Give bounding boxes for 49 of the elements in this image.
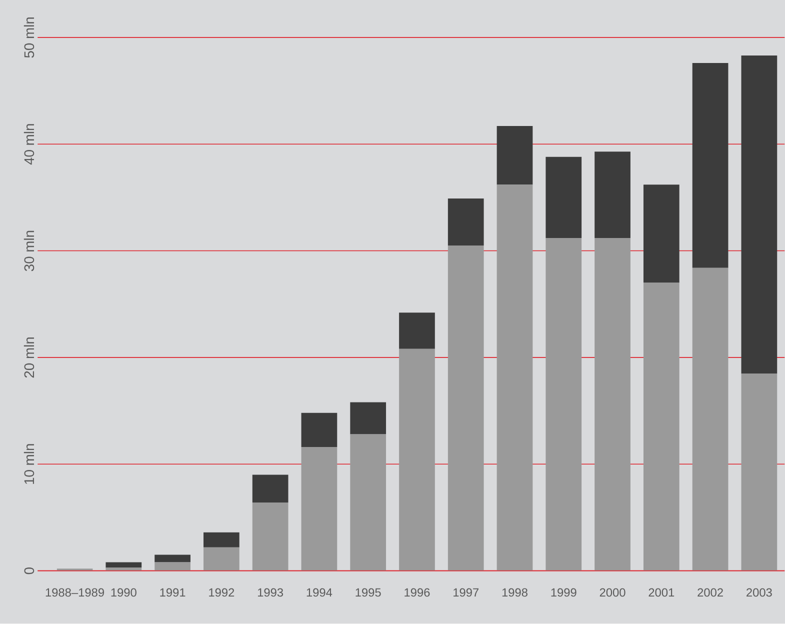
bar — [643, 282, 680, 571]
x-tick-label: 2003 — [746, 588, 772, 597]
bar — [350, 402, 386, 434]
bar — [692, 268, 728, 571]
bar — [399, 349, 435, 571]
bar — [741, 374, 778, 571]
bar — [594, 152, 630, 238]
x-tick-label: 1995 — [356, 588, 381, 597]
bar — [106, 568, 142, 571]
x-tick-label: 1990 — [111, 588, 136, 597]
y-tick-label: 40 mln — [24, 124, 34, 165]
x-tick-label: 1992 — [209, 588, 234, 597]
bar — [546, 238, 582, 571]
bar — [204, 548, 240, 571]
bar — [448, 246, 484, 571]
bar — [154, 562, 190, 571]
bar — [301, 447, 338, 571]
x-tick-label: 1999 — [551, 588, 576, 597]
bar — [496, 184, 533, 571]
bar — [106, 562, 142, 568]
bar — [594, 238, 630, 571]
y-tick-label: 0 — [24, 568, 34, 574]
y-tick-label: 20 mln — [24, 338, 34, 378]
bar — [301, 413, 338, 448]
bar — [252, 474, 288, 503]
x-tick-label: 1991 — [160, 588, 186, 597]
bar — [204, 532, 240, 548]
y-tick-label: 10 mln — [24, 444, 34, 484]
x-tick-label: 1996 — [404, 588, 430, 597]
bar — [643, 184, 680, 283]
bar — [350, 434, 386, 571]
x-tick-label: 1998 — [502, 588, 528, 597]
x-tick-label: 2000 — [600, 588, 626, 597]
bar — [546, 157, 582, 238]
x-tick-label: 2001 — [648, 588, 674, 597]
bar — [399, 312, 435, 350]
bar — [692, 63, 728, 268]
y-tick-label: 50 mln — [24, 18, 34, 58]
x-tick-label: 1993 — [258, 588, 284, 597]
x-tick-label: 1988–1989 — [46, 588, 104, 597]
y-tick-label: 30 mln — [24, 231, 34, 272]
bar — [448, 198, 484, 246]
x-tick-label: 1997 — [454, 588, 479, 597]
bar — [741, 56, 778, 374]
x-tick-label: 1994 — [306, 588, 332, 597]
x-tick-label: 2002 — [698, 588, 723, 597]
bar — [154, 554, 190, 562]
bar — [496, 126, 533, 185]
bar — [252, 502, 288, 571]
